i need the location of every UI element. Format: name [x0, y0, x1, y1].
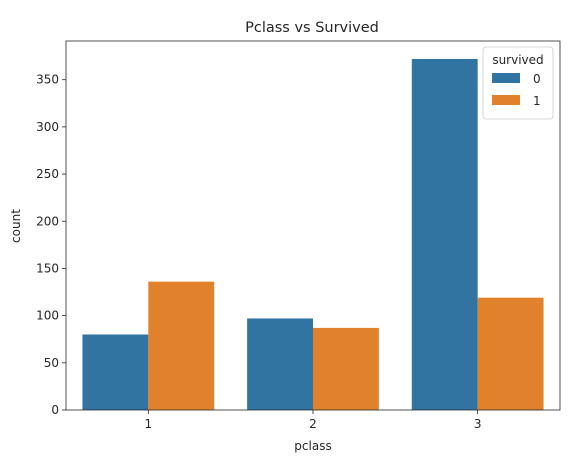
y-tick-label: 100 [36, 309, 59, 323]
y-tick-label: 150 [36, 261, 59, 275]
x-axis-label: pclass [294, 439, 331, 453]
bar-pclass-1-survived-0 [82, 334, 149, 410]
x-ticks-group: 1 2 3 [145, 410, 482, 431]
legend-label-0: 0 [533, 72, 541, 86]
bar-pclass-3-survived-0 [411, 58, 478, 411]
x-tick-label: 1 [145, 417, 153, 431]
bar-pclass-2-survived-0 [247, 318, 313, 410]
chart-title: Pclass vs Survived [245, 20, 379, 36]
legend-label-1: 1 [533, 94, 541, 108]
x-tick-label: 3 [474, 417, 482, 431]
bar-pclass-3-survived-1 [477, 297, 544, 410]
legend-title: survived [492, 53, 543, 67]
y-tick-label: 50 [44, 356, 59, 370]
x-tick-label: 2 [309, 417, 317, 431]
y-axis-label: count [9, 209, 23, 243]
legend: survived 0 1 [482, 46, 554, 120]
y-tick-label: 250 [36, 167, 59, 181]
bar-pclass-2-survived-1 [313, 327, 379, 410]
y-tick-label: 350 [36, 73, 59, 87]
y-tick-label: 300 [36, 120, 59, 134]
y-tick-label: 200 [36, 214, 59, 228]
bars-group [82, 58, 544, 411]
y-tick-label: 0 [51, 403, 59, 417]
legend-swatch-1 [492, 95, 520, 105]
bar-pclass-1-survived-1 [148, 281, 215, 410]
legend-swatch-0 [492, 73, 520, 83]
y-ticks-group: 0 50 100 150 200 250 300 350 [36, 73, 66, 417]
